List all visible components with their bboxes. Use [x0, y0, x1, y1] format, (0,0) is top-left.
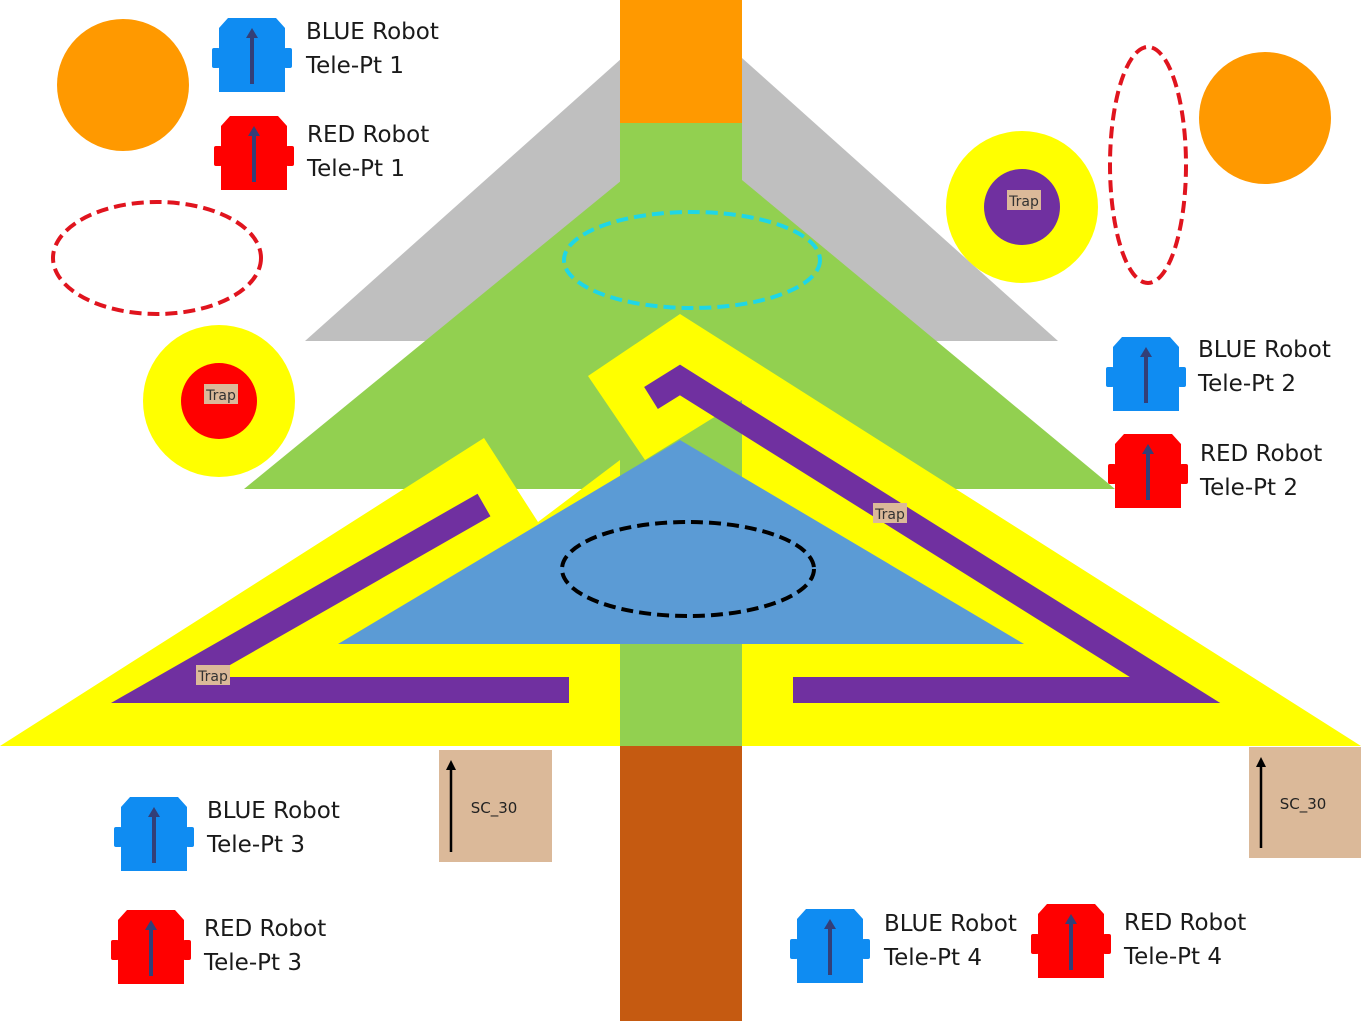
robot-label-blue-2: BLUE Robot Tele-Pt 2	[1198, 333, 1331, 401]
red-dashed-zone-left	[51, 200, 263, 316]
robot-label-blue-3: BLUE Robot Tele-Pt 3	[207, 794, 340, 862]
robot-label-red-4: RED Robot Tele-Pt 4	[1124, 906, 1246, 974]
robot-name: BLUE Robot	[207, 798, 340, 824]
red-dashed-zone-right	[1108, 45, 1188, 285]
red-robot-icon	[109, 908, 193, 986]
blue-robot-icon	[788, 907, 872, 985]
robot-label-red-3: RED Robot Tele-Pt 3	[204, 912, 326, 980]
robot-point: Tele-Pt 3	[204, 950, 302, 976]
trap-tag-1: Trap	[204, 384, 238, 404]
orange-circle-left	[57, 19, 189, 151]
robot-point: Tele-Pt 1	[307, 156, 405, 182]
cyan-dashed-zone	[562, 210, 822, 310]
robot-name: RED Robot	[1200, 441, 1323, 467]
robot-point: Tele-Pt 4	[1124, 944, 1222, 970]
blue-robot-icon	[112, 795, 196, 873]
purple-track-right	[644, 364, 1221, 703]
svg-text:Trap: Trap	[205, 388, 236, 404]
blue-scoring-zone	[338, 440, 1024, 644]
robot-name: BLUE Robot	[884, 911, 1017, 937]
blue-robot-icon	[210, 16, 294, 94]
robot-name: RED Robot	[307, 122, 430, 148]
green-center-strip	[620, 123, 742, 193]
robot-label-red-2: RED Robot Tele-Pt 2	[1200, 437, 1322, 505]
trap-tag-4: Trap	[196, 665, 230, 685]
svg-text:SC_30: SC_30	[471, 799, 518, 818]
blue-robot-icon	[1104, 335, 1188, 413]
robot-name: BLUE Robot	[1198, 337, 1331, 363]
red-robot-icon	[212, 114, 296, 192]
trap-tag-3: Trap	[873, 503, 907, 523]
red-robot-icon	[1029, 902, 1113, 980]
robot-point: Tele-Pt 1	[306, 53, 404, 79]
robot-name: RED Robot	[1124, 910, 1247, 936]
start-zone-left: SC_30	[439, 750, 552, 862]
red-robot-icon	[1106, 432, 1190, 510]
robot-point: Tele-Pt 2	[1198, 371, 1296, 397]
orange-circle-right	[1199, 52, 1331, 184]
svg-text:SC_30: SC_30	[1280, 795, 1327, 814]
start-zone-right: SC_30	[1249, 747, 1361, 858]
tree-trunk	[620, 746, 742, 1021]
robot-name: BLUE Robot	[306, 19, 439, 45]
svg-text:Trap: Trap	[1008, 194, 1039, 210]
svg-text:Trap: Trap	[874, 507, 905, 523]
black-dashed-zone	[560, 520, 816, 618]
robot-name: RED Robot	[204, 916, 327, 942]
robot-point: Tele-Pt 4	[884, 945, 982, 971]
robot-label-blue-1: BLUE Robot Tele-Pt 1	[306, 15, 439, 83]
purple-track-left	[111, 493, 569, 703]
robot-point: Tele-Pt 2	[1200, 475, 1298, 501]
robot-point: Tele-Pt 3	[207, 832, 305, 858]
green-lower-strip	[620, 644, 742, 746]
svg-text:Trap: Trap	[197, 669, 228, 685]
orange-top-block	[620, 0, 742, 123]
robot-label-blue-4: BLUE Robot Tele-Pt 4	[884, 907, 1017, 975]
trap-tag-2: Trap	[1007, 190, 1041, 210]
robot-label-red-1: RED Robot Tele-Pt 1	[307, 118, 429, 186]
